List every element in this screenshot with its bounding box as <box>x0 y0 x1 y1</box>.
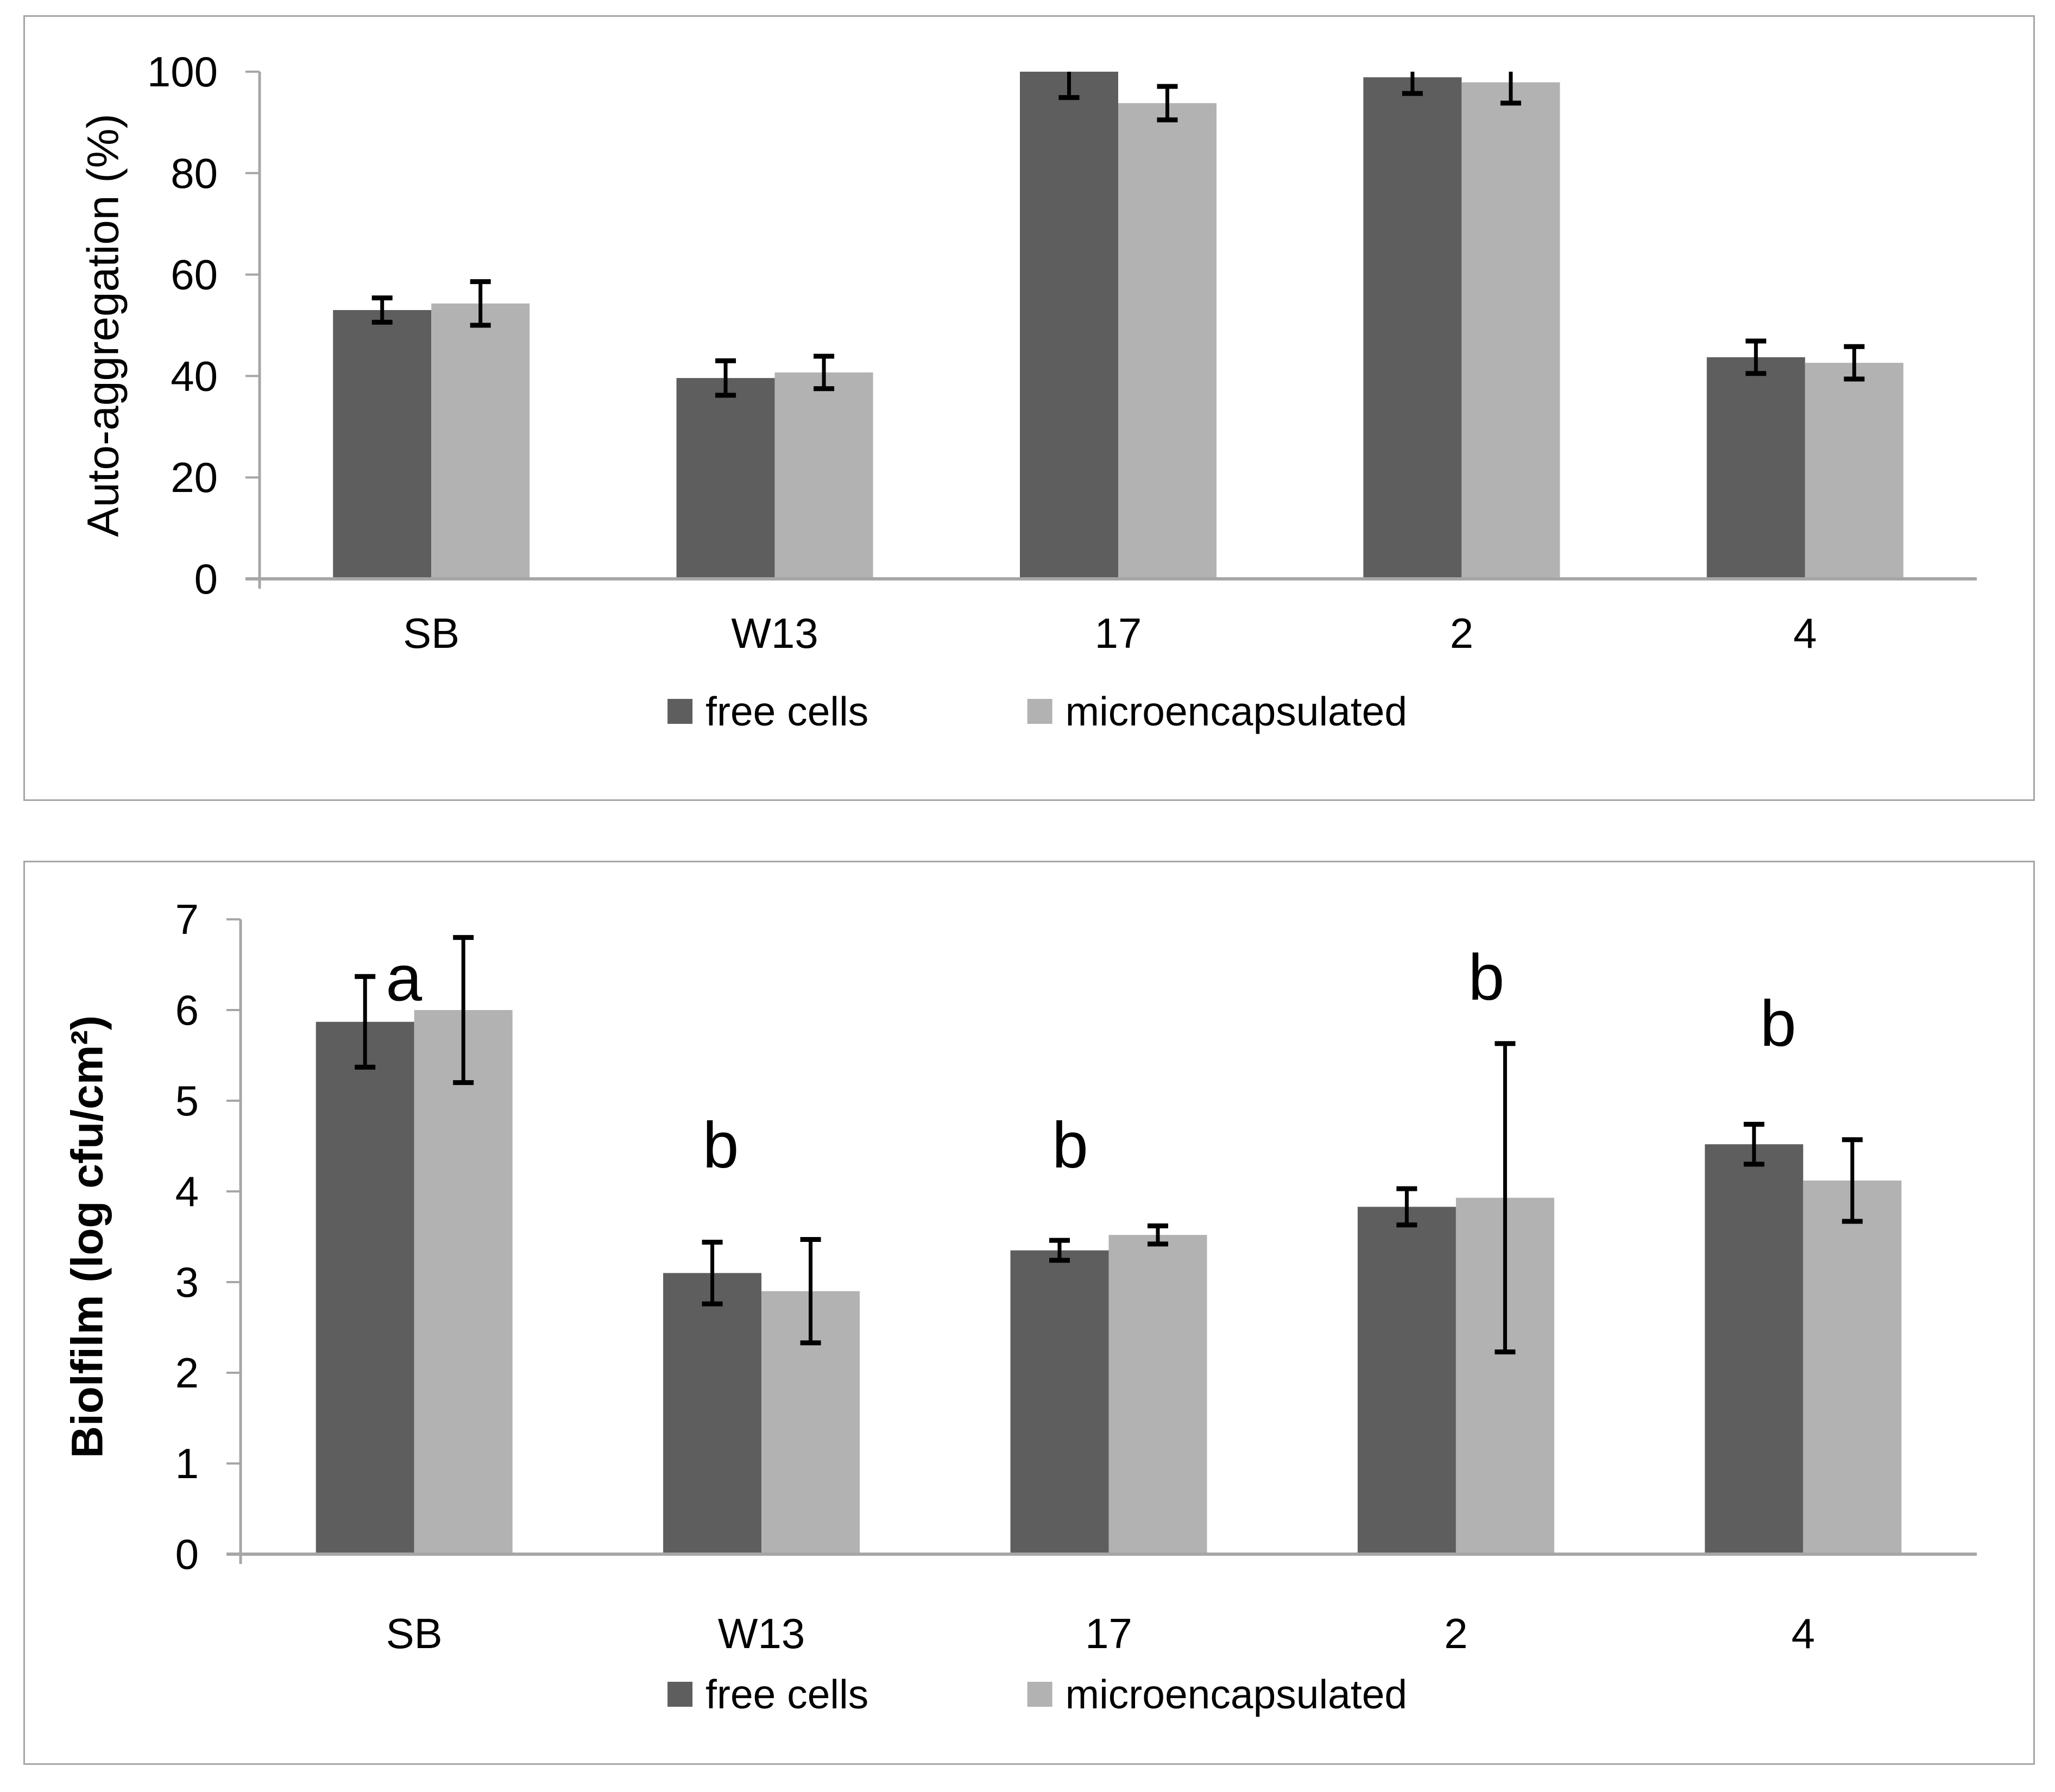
bar-free-cells-4 <box>1705 1144 1804 1554</box>
error-bar <box>1495 1041 1516 1355</box>
error-bar <box>470 279 491 328</box>
error-bar <box>800 1237 821 1346</box>
y-tick-label: 80 <box>171 149 218 197</box>
category-label-17: 17 <box>1095 609 1142 657</box>
bar-microencapsulated-4 <box>1805 363 1903 579</box>
legend-label: microencapsulated <box>1066 689 1408 734</box>
bar-free-cells-17 <box>1010 1250 1109 1554</box>
bar-free-cells-4 <box>1706 357 1805 579</box>
error-bar <box>1049 1238 1070 1263</box>
y-axis-title: Biolfilm (log cfu/cm²) <box>63 1015 112 1458</box>
y-tick-label: 20 <box>171 453 218 501</box>
error-bar <box>453 935 474 1086</box>
legend-label: free cells <box>705 1671 868 1717</box>
category-label-SB: SB <box>403 609 459 657</box>
category-label-SB: SB <box>386 1610 443 1657</box>
y-tick-label: 1 <box>175 1440 199 1487</box>
y-axis-title: Auto-aggregation (%) <box>79 113 128 537</box>
biofilm-chart: 0 1 2 3 4 5 6 7 SB W13 17 2 4 a b b b b Biolfilm (log cfu/… <box>63 895 1977 1717</box>
error-bar <box>1402 72 1423 96</box>
bar-microencapsulated-SB <box>431 303 530 579</box>
category-label-17: 17 <box>1085 1610 1132 1657</box>
bar-microencapsulated-17 <box>1118 103 1216 579</box>
legend-marker-microencapsulated <box>1027 699 1052 724</box>
bar-free-cells-SB <box>333 310 432 579</box>
error-bar <box>1058 72 1080 100</box>
bar-microencapsulated-17 <box>1108 1235 1207 1554</box>
error-bar <box>814 354 835 392</box>
significance-letter: a <box>386 942 422 1015</box>
bar-free-cells-SB <box>316 1021 414 1554</box>
significance-letter: b <box>703 1109 739 1182</box>
bar-free-cells-W13 <box>663 1273 762 1554</box>
legend: free cells microencapsulated <box>667 1671 1407 1717</box>
y-tick-label: 7 <box>175 895 199 943</box>
significance-letter: b <box>1052 1109 1088 1182</box>
bar-microencapsulated-4 <box>1803 1180 1902 1554</box>
biofilm-chart-panel: 0 1 2 3 4 5 6 7 SB W13 17 2 4 a b b b b Biolfilm (log cfu/… <box>23 861 2035 1765</box>
category-label-4: 4 <box>1792 1610 1815 1657</box>
legend: free cells microencapsulated <box>667 689 1407 734</box>
significance-letter: b <box>1468 941 1505 1014</box>
bar-free-cells-2 <box>1363 77 1462 579</box>
y-tick-label: 60 <box>171 251 218 299</box>
y-tick-label: 6 <box>175 986 199 1034</box>
error-bar <box>1842 1137 1863 1224</box>
y-tick-label: 4 <box>175 1168 199 1215</box>
auto-aggregation-chart: 0 20 40 60 80 100 SB W13 17 2 4 Auto-aggregation (%… <box>79 48 1977 734</box>
significance-letter: b <box>1760 987 1796 1060</box>
legend-marker-microencapsulated <box>1027 1682 1052 1707</box>
bar-microencapsulated-2 <box>1461 82 1560 579</box>
error-bar <box>702 1240 723 1307</box>
error-bar <box>371 295 393 325</box>
bar-free-cells-2 <box>1357 1207 1456 1554</box>
category-label-2: 2 <box>1450 609 1473 657</box>
category-label-W13: W13 <box>718 1610 805 1657</box>
error-bar <box>1745 338 1767 376</box>
error-bar <box>1157 84 1178 123</box>
category-label-4: 4 <box>1793 609 1817 657</box>
error-bar <box>1500 72 1521 106</box>
error-bar <box>1743 1121 1764 1167</box>
legend-marker-free-cells <box>667 1682 693 1707</box>
bar-microencapsulated-SB <box>414 1010 513 1554</box>
bar-microencapsulated-W13 <box>774 372 873 579</box>
error-bar <box>355 974 376 1070</box>
error-bar <box>1844 344 1865 382</box>
y-tick-label: 0 <box>175 1530 199 1578</box>
error-bar <box>1396 1186 1417 1228</box>
bar-free-cells-17 <box>1020 72 1118 579</box>
error-bar <box>715 358 736 398</box>
legend-marker-free-cells <box>667 699 693 724</box>
legend-label: free cells <box>705 689 868 734</box>
auto-aggregation-chart-panel: 0 20 40 60 80 100 SB W13 17 2 4 Auto-aggregation (%… <box>23 15 2035 801</box>
y-tick-label: 2 <box>175 1349 199 1397</box>
y-tick-label: 3 <box>175 1258 199 1306</box>
category-label-2: 2 <box>1444 1610 1467 1657</box>
bar-free-cells-W13 <box>676 378 775 579</box>
y-tick-label: 5 <box>175 1077 199 1125</box>
y-tick-label: 100 <box>147 48 218 96</box>
error-bar <box>1148 1223 1168 1247</box>
legend-label: microencapsulated <box>1066 1671 1408 1717</box>
y-tick-label: 40 <box>171 352 218 400</box>
y-tick-label: 0 <box>194 555 218 603</box>
category-label-W13: W13 <box>731 609 818 657</box>
